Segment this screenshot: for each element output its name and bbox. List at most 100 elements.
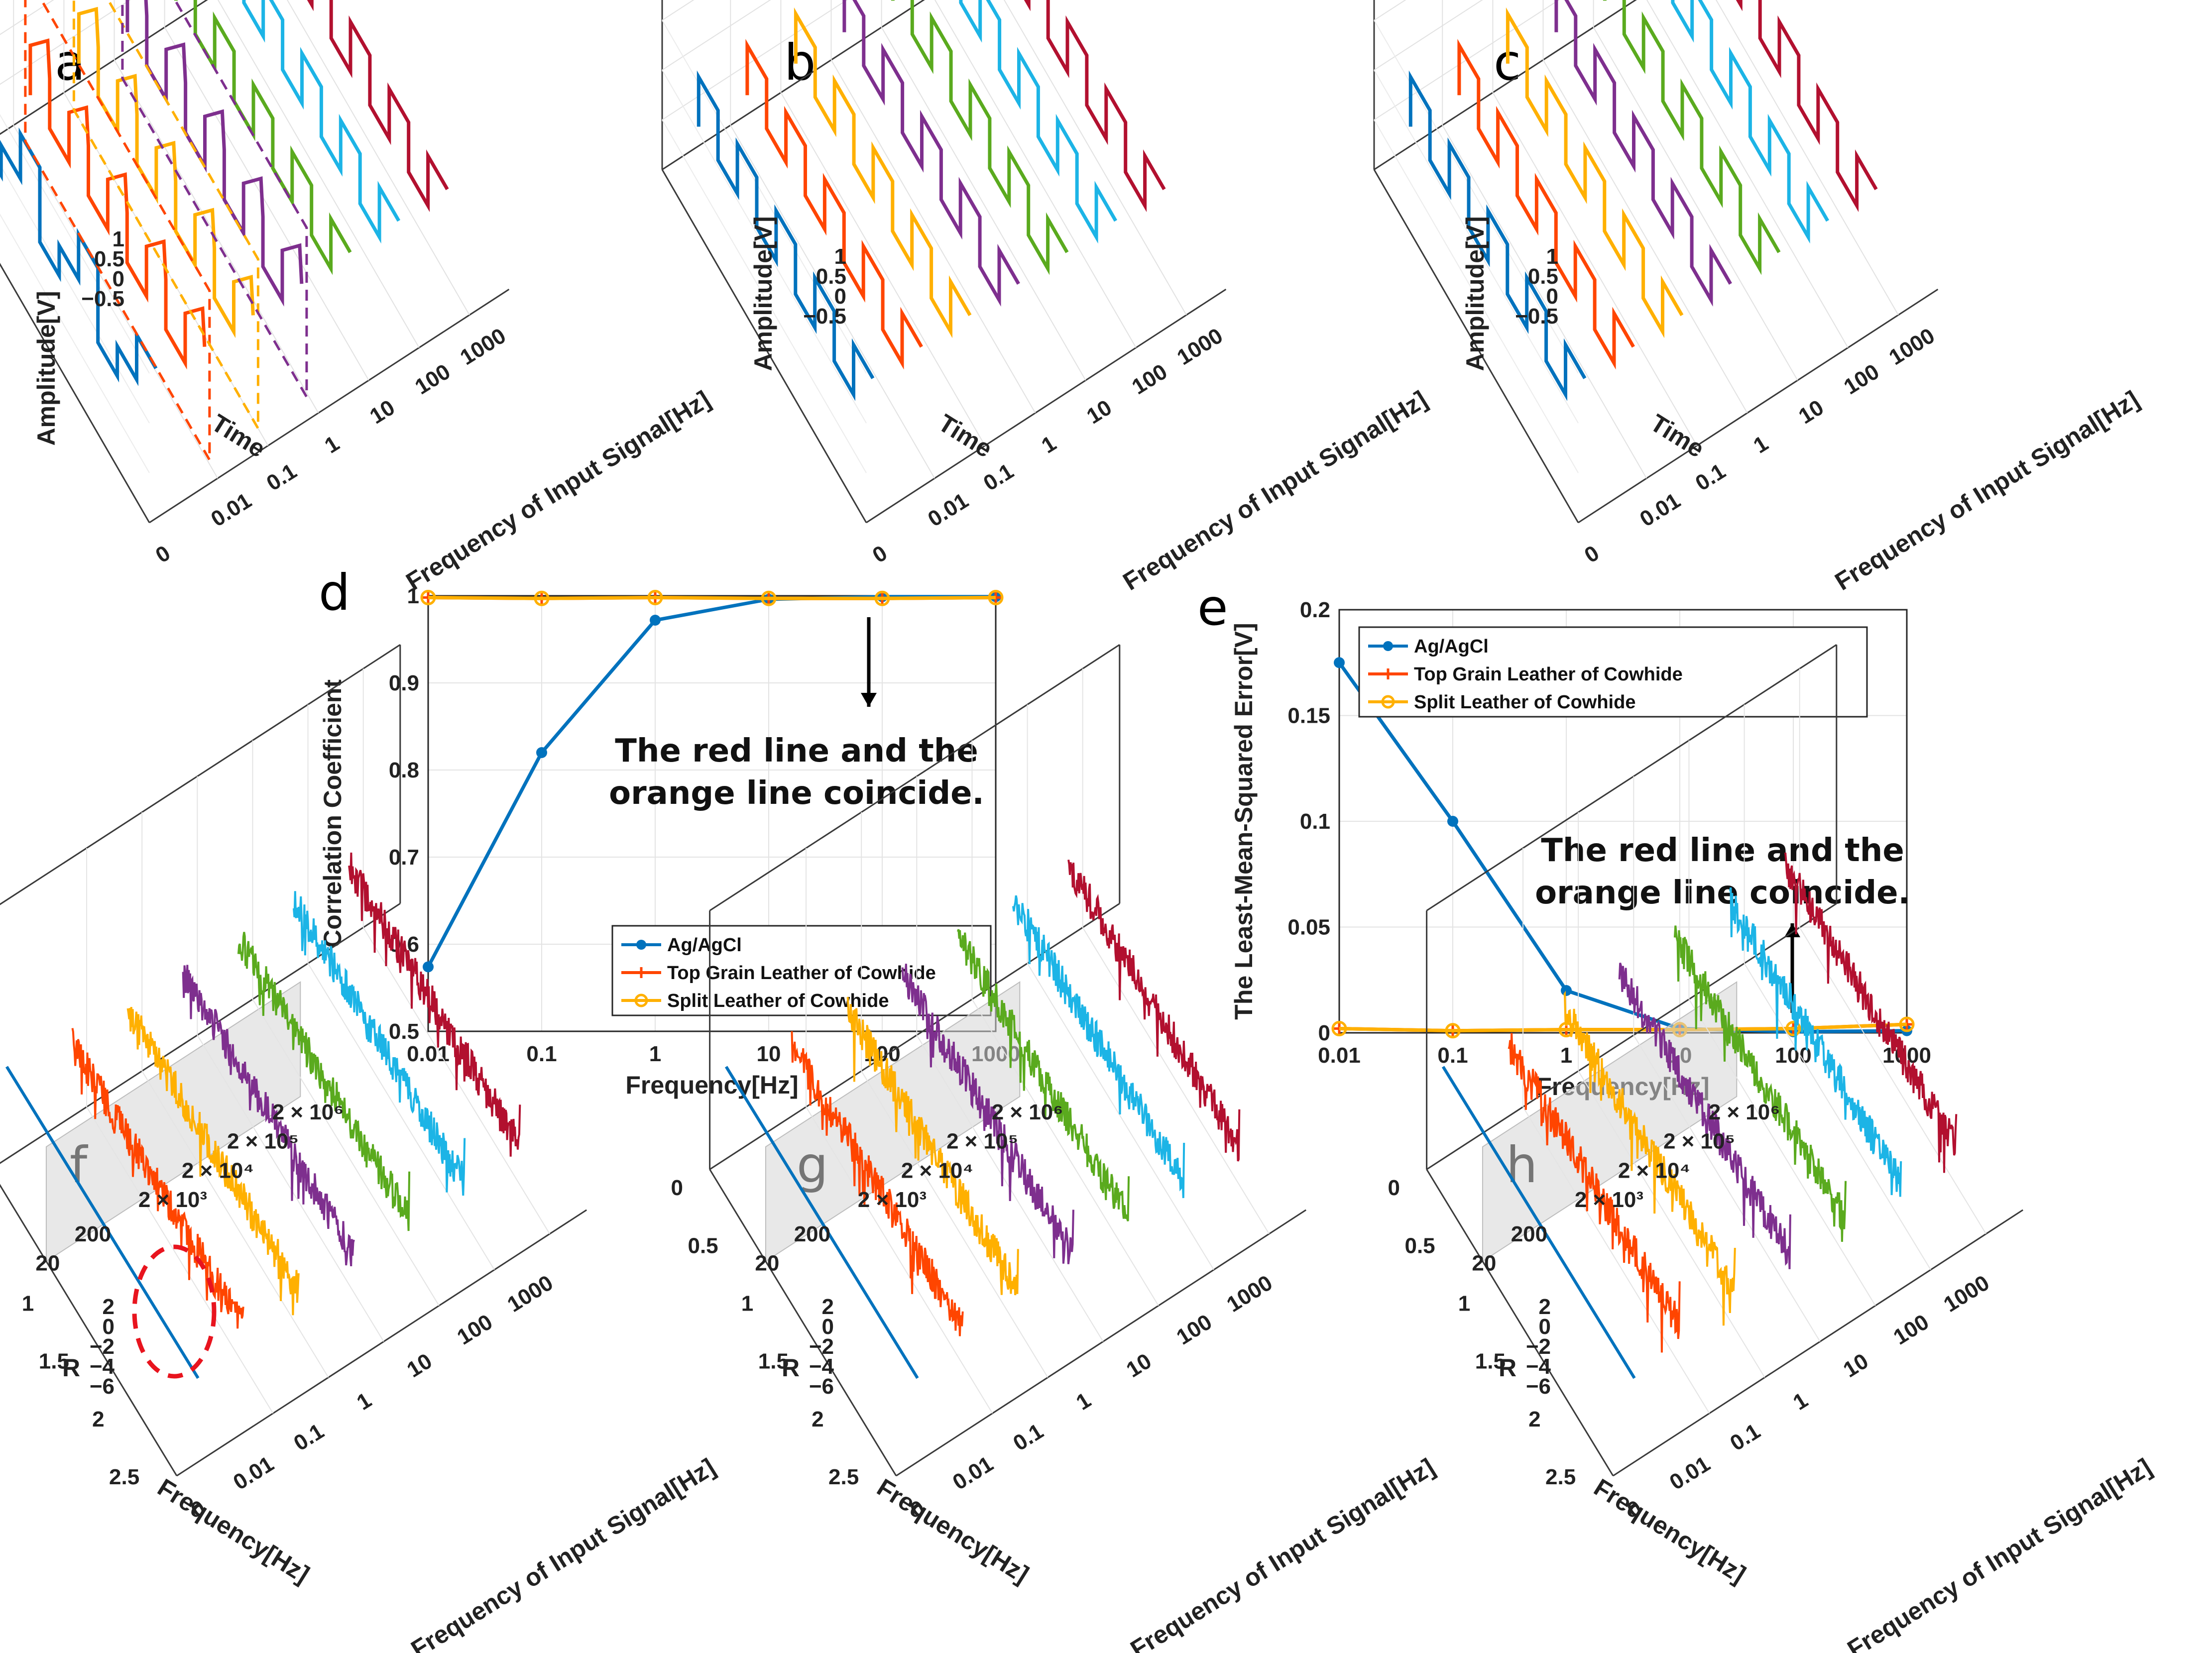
- side-gridline: [1374, 20, 1579, 374]
- amplitude-tick-label: 0.5: [816, 264, 846, 289]
- panel-h-r-ticks: 20−2−4−6: [1526, 1295, 1551, 1399]
- floor-gridline: [1578, 1071, 1765, 1378]
- floor-gridline: [1646, 0, 1849, 348]
- wall-gridline: [662, 0, 771, 71]
- floor-gridline: [730, 125, 935, 479]
- floor-gridline: [806, 1106, 993, 1414]
- panel-a-time-label: Time: [207, 409, 270, 463]
- floor-gridline: [1633, 1035, 1821, 1342]
- trace-crimson: [1784, 852, 1958, 1173]
- trace-red: [28, 38, 207, 370]
- floor-gridline: [1522, 1106, 1710, 1414]
- r-tick-label: 2: [1539, 1295, 1551, 1319]
- panel-f-signal-label: Frequency of Input Signal[Hz]: [406, 1453, 720, 1653]
- trace-red: [71, 1028, 244, 1329]
- trace-red: [791, 1031, 964, 1336]
- trace-cyan: [959, 0, 1118, 244]
- axis-edge-line: [0, 0, 208, 135]
- signal-tick-label: 100: [453, 1310, 497, 1349]
- wall-gridline: [1374, 0, 1560, 120]
- panel-letter-b: b: [784, 33, 815, 92]
- panel-c-amplitude-label: Amplitude[V]: [1461, 216, 1489, 371]
- wall-gridline: [0, 0, 305, 20]
- x-tick-label: 1000: [1882, 1043, 1931, 1068]
- floor-gridline: [307, 963, 495, 1270]
- floor-gridline: [1442, 125, 1647, 479]
- shade-tick-label: 20: [755, 1251, 779, 1276]
- signal-tick-label: 0.01: [948, 1451, 998, 1495]
- trace-blue: [1408, 70, 1587, 401]
- r-tick-label: −4: [1526, 1354, 1551, 1379]
- amplitude-tick-label: 1: [113, 227, 124, 251]
- panel-b-axes-frame: [661, 0, 1227, 524]
- axis-edge-line: [709, 644, 1120, 911]
- panel-b-traces: [697, 0, 1166, 401]
- trace-orange: [126, 1007, 300, 1316]
- floor-gridline: [141, 1071, 329, 1378]
- axis-edge-line: [0, 644, 401, 905]
- side-gridline: [662, 119, 867, 473]
- axis-edge-line: [709, 1169, 897, 1476]
- panel-c-amplitude-ticks: 10.50−0.5: [1515, 244, 1558, 329]
- trace-cyan: [1012, 895, 1185, 1199]
- trace-orange: [794, 7, 972, 338]
- series-point: [1331, 1021, 1347, 1036]
- freq-tick-label: 10: [1082, 395, 1116, 429]
- trace-red: [1457, 39, 1635, 370]
- panel-d-annotation: The red line and the orange line coincide…: [609, 617, 984, 812]
- trace-purple: [1618, 963, 1791, 1269]
- signal-tick-label: 1: [352, 1388, 376, 1415]
- floor-gridline: [1492, 92, 1698, 446]
- trace-cyan: [1671, 0, 1830, 244]
- trace-green: [956, 929, 1130, 1221]
- freq-hz-tick-label: 0: [1388, 1176, 1400, 1200]
- x-tick-label: 10: [757, 1042, 781, 1066]
- freq-tick-label: 10: [1794, 395, 1828, 429]
- annotation-text: The red line and the: [1541, 832, 1904, 869]
- axis-edge-line: [1613, 1209, 2024, 1477]
- legend-box: [1358, 626, 1868, 718]
- shade-tick-label: 2 × 10⁵: [1663, 1129, 1735, 1154]
- freq-hz-tick-label: 1.5: [1475, 1349, 1506, 1374]
- signal-tick-label: 0.1: [1009, 1419, 1048, 1456]
- shade-tick-label: 2 × 10⁴: [901, 1158, 973, 1183]
- series-point: [650, 615, 661, 626]
- panel-g-shade-ticks: 20 200 2 × 10³ 2 × 10⁴ 2 × 10⁵ 2 × 10⁶: [755, 1100, 1063, 1276]
- series-point: [761, 590, 777, 606]
- panel-f-shade-ticks: 20 200 2 × 10³ 2 × 10⁴ 2 × 10⁵ 2 × 10⁶: [35, 1100, 344, 1276]
- amplitude-tick-label: 0.5: [94, 247, 124, 271]
- floor-gridline: [1003, 0, 1187, 316]
- signal-tick-label: 1: [1072, 1388, 1095, 1415]
- panel-f-highlight-ellipse: [132, 1244, 217, 1379]
- panel-b-3d-waveforms: Amplitude[V] Time Frequency of Input Sig…: [661, 0, 1432, 596]
- side-gridline: [0, 164, 150, 424]
- panel-h-traces: [1441, 852, 1958, 1379]
- trace-crimson: [1067, 859, 1241, 1162]
- trace-purple: [125, 0, 304, 307]
- freq-hz-tick-label: 1.5: [758, 1349, 789, 1374]
- panel-g-traces: [724, 859, 1241, 1379]
- signal-tick-label: 0.01: [229, 1451, 278, 1495]
- r-tick-label: 2: [822, 1295, 834, 1319]
- side-gridline: [1374, 119, 1579, 473]
- freq-tick-label: 0.1: [1691, 459, 1730, 496]
- signal-tick-label: 100: [1889, 1310, 1933, 1349]
- series-point: [988, 590, 1004, 605]
- annotation-text: The red line and the: [615, 733, 978, 770]
- freq-tick-label: 10: [365, 395, 399, 429]
- wall-gridline: [0, 0, 131, 85]
- floor-gridline: [252, 999, 440, 1306]
- trace-crimson: [307, 0, 449, 213]
- shade-tick-label: 2 × 10⁶: [992, 1100, 1063, 1124]
- freq-tick-label: 1: [1749, 431, 1772, 458]
- freq-tick-label: 100: [411, 359, 455, 399]
- panel-e-plot-area: [1338, 609, 1908, 1034]
- axis-edge-line: [176, 1209, 587, 1477]
- trace-crimson: [1736, 0, 1878, 213]
- axis-edge-line: [1373, 169, 1579, 523]
- freq-tick-label: 1: [1037, 431, 1060, 458]
- freq-hz-tick-label: 1: [22, 1292, 34, 1316]
- amplitude-tick-label: −0.5: [803, 304, 846, 329]
